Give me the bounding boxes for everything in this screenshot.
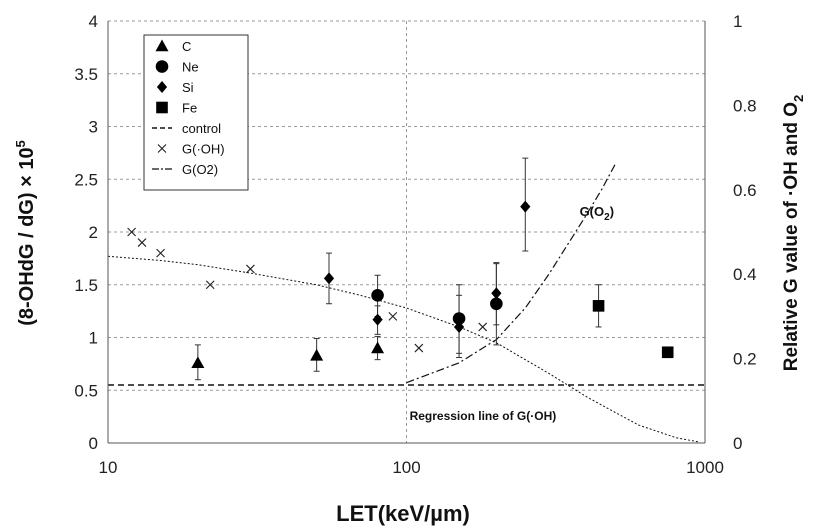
tick-labels: 0 0.5 1 1.5 2 2.5 3 3.5 4 0 0.2 0.4 0.6 0.8 1 10 100 1000: [74, 12, 756, 477]
y-axis-right-title: Relative G value of ·OH and O2: [781, 95, 806, 371]
grid-lines: [108, 20, 705, 443]
point-g-oh: [414, 343, 424, 353]
point-ne: [490, 297, 503, 311]
y-axis-right-title-subscript: 2: [791, 95, 806, 102]
point-si: [520, 200, 531, 213]
y-left-tick-label: 2.5: [74, 170, 98, 189]
y-left-tick-label: 0.5: [74, 381, 98, 400]
point-g-oh: [388, 312, 398, 321]
axes: [107, 21, 706, 444]
annotation-g-o2-suffix: ): [610, 204, 614, 219]
legend: C Ne Si Fe control G(·OH) G(O2): [143, 34, 249, 191]
annotations: G(O2) Regression line of G(·OH): [410, 204, 614, 423]
point-c: [191, 356, 205, 369]
legend-swatch-square: [156, 101, 168, 114]
legend-swatch-x: [157, 144, 167, 153]
legend-label: Si: [182, 80, 194, 95]
legend-swatch-diamond: [156, 81, 168, 93]
point-si: [372, 313, 383, 326]
legend-swatch-triangle: [155, 39, 169, 52]
y-left-tick-label: 2: [89, 223, 98, 242]
series-line-g-o2: [406, 164, 616, 384]
x-tick-label: 1000: [686, 458, 724, 477]
x-tick-label: 100: [392, 458, 420, 477]
y-axis-left-title: (8-OHdG / dG) × 105: [13, 140, 38, 326]
point-fe: [592, 300, 605, 312]
y-right-tick-label: 1: [733, 12, 742, 31]
point-si: [453, 320, 465, 333]
point-g-oh: [127, 227, 137, 237]
legend-label: C: [182, 39, 191, 54]
point-si: [323, 272, 335, 285]
legend-label: G(·OH): [182, 142, 225, 157]
point-fe: [661, 346, 674, 359]
point-g-oh: [156, 248, 165, 258]
y-right-tick-label: 0.6: [733, 181, 757, 200]
y-left-tick-label: 0: [89, 434, 98, 453]
point-ne: [371, 289, 384, 302]
error-bars: [194, 157, 671, 381]
point-g-oh: [478, 322, 488, 332]
annotation-g-o2: G(O2): [580, 204, 614, 223]
point-si: [491, 287, 502, 300]
y-axis-left-title-main: (8-OHdG / dG) × 10: [16, 147, 38, 325]
point-g-oh: [137, 238, 147, 247]
y-axis-left-title-superscript: 5: [13, 140, 28, 147]
y-right-tick-label: 0.8: [733, 96, 757, 115]
y-right-tick-label: 0.4: [733, 265, 757, 284]
legend-label: control: [182, 121, 221, 136]
annotation-g-o2-subscript: 2: [604, 212, 610, 223]
legend-label: Fe: [182, 101, 197, 116]
data-markers: [127, 200, 674, 369]
y-left-tick-label: 1.5: [74, 276, 98, 295]
annotation-regression: Regression line of G(·OH): [410, 409, 557, 423]
y-left-tick-label: 3: [89, 118, 98, 137]
x-tick-label: 10: [99, 458, 118, 477]
series-line-regression-line-of-g-oh: [107, 255, 699, 443]
point-g-oh: [205, 280, 215, 290]
point-g-oh: [246, 264, 255, 274]
y-axis-right-title-main: Relative G value of ·OH and O: [781, 102, 802, 371]
legend-label: Ne: [182, 60, 199, 75]
point-c: [310, 348, 324, 361]
point-c: [371, 341, 385, 354]
legend-label: G(O2): [182, 162, 218, 177]
legend-swatch-circle: [155, 60, 169, 73]
y-left-tick-label: 1: [89, 329, 98, 348]
series-lines: [107, 164, 705, 443]
annotation-g-o2-text: G(O: [580, 204, 605, 219]
x-axis-title: LET(keV/µm): [336, 501, 470, 526]
y-right-tick-label: 0.2: [733, 350, 757, 369]
y-right-tick-label: 0: [733, 434, 742, 453]
y-left-tick-label: 3.5: [74, 65, 98, 84]
y-left-tick-label: 4: [89, 12, 98, 31]
point-ne: [452, 312, 466, 325]
